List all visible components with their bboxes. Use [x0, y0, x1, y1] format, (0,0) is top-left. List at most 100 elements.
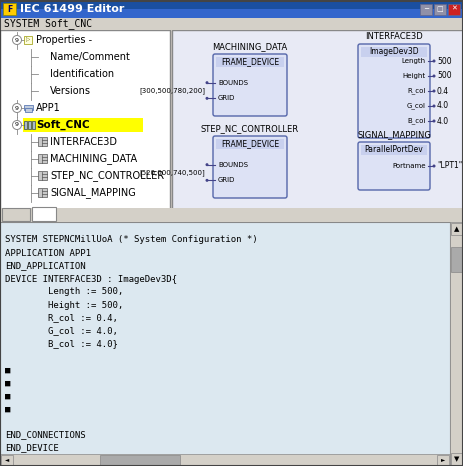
Circle shape: [432, 164, 435, 167]
Circle shape: [432, 75, 435, 77]
FancyBboxPatch shape: [25, 108, 32, 112]
Text: Height: Height: [402, 73, 425, 79]
Text: "LPT1": "LPT1": [436, 162, 461, 171]
FancyBboxPatch shape: [0, 222, 449, 466]
Text: SYSTEM Soft_CNC: SYSTEM Soft_CNC: [4, 19, 92, 29]
Text: DEVICE INTERFACE3D : ImageDev3D{: DEVICE INTERFACE3D : ImageDev3D{: [5, 274, 176, 283]
FancyBboxPatch shape: [450, 223, 462, 235]
Text: Name/Comment: Name/Comment: [50, 52, 130, 62]
Text: ■: ■: [5, 404, 10, 413]
FancyBboxPatch shape: [357, 142, 429, 190]
FancyBboxPatch shape: [0, 30, 169, 218]
Text: END_DEVICE: END_DEVICE: [5, 444, 59, 452]
FancyBboxPatch shape: [360, 47, 426, 57]
FancyBboxPatch shape: [213, 54, 287, 116]
Text: BOUNDS: BOUNDS: [218, 80, 247, 86]
Text: src: src: [37, 209, 51, 219]
FancyBboxPatch shape: [24, 36, 32, 44]
Circle shape: [13, 121, 21, 130]
FancyBboxPatch shape: [24, 121, 27, 129]
Circle shape: [432, 104, 435, 108]
Text: APPLICATION APP1: APPLICATION APP1: [5, 248, 91, 258]
Text: SIGNAL_MAPPING: SIGNAL_MAPPING: [357, 130, 430, 139]
Text: Length: Length: [401, 58, 425, 64]
Circle shape: [13, 103, 21, 112]
Text: ■: ■: [5, 365, 10, 375]
FancyBboxPatch shape: [436, 455, 448, 465]
FancyBboxPatch shape: [0, 18, 463, 30]
FancyBboxPatch shape: [0, 9, 463, 18]
Text: END_CONNECTIONS: END_CONNECTIONS: [5, 431, 86, 439]
Text: Soft_CNC: Soft_CNC: [36, 120, 89, 130]
FancyBboxPatch shape: [449, 222, 463, 466]
Circle shape: [432, 119, 435, 123]
Text: Identification: Identification: [50, 69, 114, 79]
FancyBboxPatch shape: [216, 139, 283, 149]
Text: MACHINING_DATA: MACHINING_DATA: [50, 153, 137, 164]
FancyBboxPatch shape: [32, 207, 56, 221]
Text: INTERFACE3D: INTERFACE3D: [50, 137, 117, 147]
FancyBboxPatch shape: [419, 4, 431, 15]
Text: GRID: GRID: [218, 178, 235, 183]
FancyBboxPatch shape: [213, 136, 287, 198]
Text: FRAME_DEVICE: FRAME_DEVICE: [220, 57, 278, 66]
Text: 9: 9: [15, 105, 19, 110]
Text: B_col := 4.0}: B_col := 4.0}: [5, 340, 118, 349]
Text: Versions: Versions: [50, 86, 91, 96]
Text: STEP_NC_CONTROLLER: STEP_NC_CONTROLLER: [200, 124, 299, 133]
Text: ■: ■: [5, 391, 10, 400]
Text: ─: ─: [423, 6, 427, 12]
Text: 4.0: 4.0: [436, 116, 448, 125]
Text: INTERFACE3D: INTERFACE3D: [364, 32, 422, 41]
FancyBboxPatch shape: [38, 171, 47, 180]
FancyBboxPatch shape: [28, 121, 31, 129]
Text: G_col: G_col: [406, 103, 425, 110]
Text: IEC 61499 Editor: IEC 61499 Editor: [20, 4, 124, 14]
Text: STEP_NC_CONTROLLER: STEP_NC_CONTROLLER: [50, 171, 164, 181]
Text: GRID: GRID: [218, 96, 235, 101]
FancyBboxPatch shape: [2, 208, 30, 221]
Text: ▷: ▷: [26, 37, 30, 42]
FancyBboxPatch shape: [0, 454, 449, 466]
Text: F: F: [7, 5, 12, 14]
Text: Height := 500,: Height := 500,: [5, 301, 123, 309]
Text: ✕: ✕: [450, 6, 456, 12]
Text: ▼: ▼: [453, 456, 459, 462]
Text: 4.0: 4.0: [436, 102, 448, 110]
Text: [520,000,740,500]: [520,000,740,500]: [139, 169, 205, 176]
Text: R_col: R_col: [407, 88, 425, 95]
FancyBboxPatch shape: [172, 30, 463, 218]
FancyBboxPatch shape: [38, 188, 47, 197]
Circle shape: [205, 97, 208, 100]
FancyBboxPatch shape: [1, 455, 13, 465]
Text: MACHINING_DATA: MACHINING_DATA: [212, 42, 287, 51]
Text: □: □: [436, 6, 442, 12]
Text: ■: ■: [5, 378, 10, 388]
FancyBboxPatch shape: [357, 44, 429, 138]
Text: 9: 9: [15, 37, 19, 42]
Text: ImageDev3D: ImageDev3D: [369, 47, 418, 56]
Text: Length := 500,: Length := 500,: [5, 288, 123, 296]
FancyBboxPatch shape: [360, 145, 426, 155]
FancyBboxPatch shape: [24, 105, 33, 110]
FancyBboxPatch shape: [0, 0, 463, 18]
Text: ▲: ▲: [453, 226, 459, 232]
Text: 9: 9: [15, 123, 19, 128]
FancyBboxPatch shape: [433, 4, 445, 15]
FancyBboxPatch shape: [32, 121, 35, 129]
Text: 500: 500: [436, 56, 450, 66]
Text: Portname: Portname: [392, 163, 425, 169]
Circle shape: [13, 35, 21, 44]
Text: ►: ►: [440, 458, 444, 462]
Text: ParallelPortDev: ParallelPortDev: [364, 145, 422, 154]
Text: Properties -: Properties -: [36, 35, 92, 45]
Text: END_APPLICATION: END_APPLICATION: [5, 261, 86, 270]
FancyBboxPatch shape: [216, 57, 283, 67]
Text: G_col := 4.0,: G_col := 4.0,: [5, 327, 118, 336]
FancyBboxPatch shape: [3, 3, 16, 15]
Circle shape: [205, 179, 208, 182]
Text: BOUNDS: BOUNDS: [218, 162, 247, 168]
Text: [300,500,780,200]: [300,500,780,200]: [139, 87, 205, 94]
FancyBboxPatch shape: [23, 118, 143, 132]
Text: R_col := 0.4,: R_col := 0.4,: [5, 314, 118, 322]
